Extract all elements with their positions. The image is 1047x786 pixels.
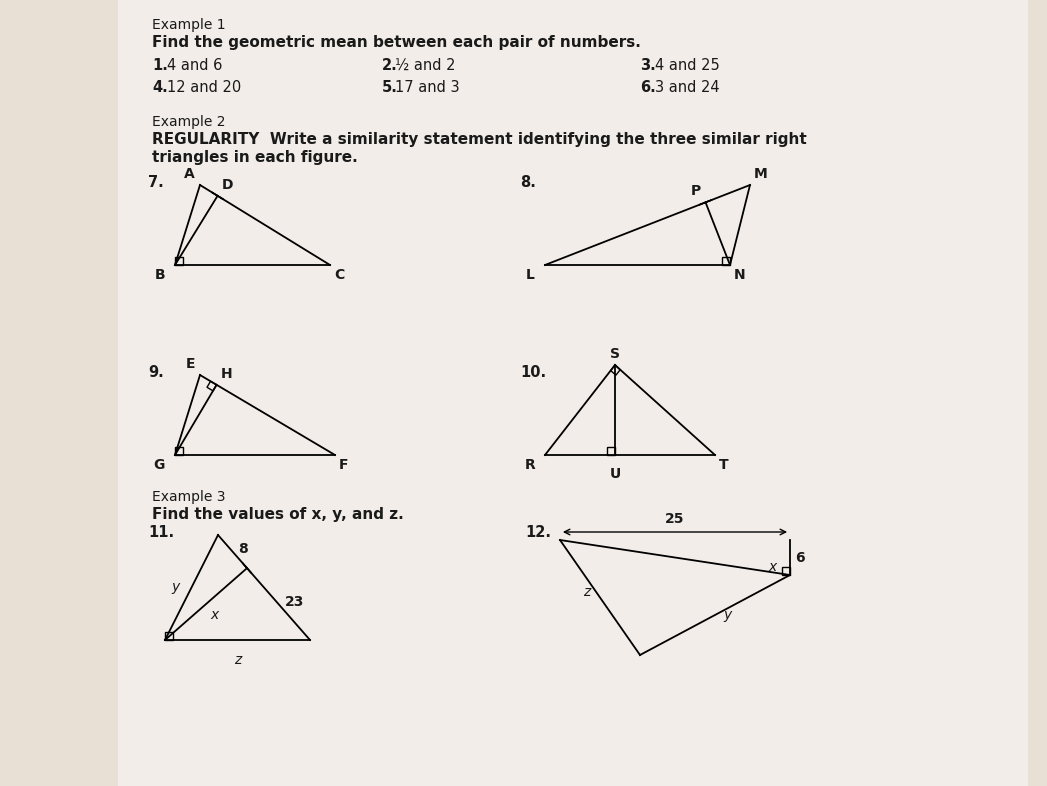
- Text: B: B: [154, 268, 165, 282]
- Text: 17 and 3: 17 and 3: [395, 80, 460, 95]
- Text: 3 and 24: 3 and 24: [655, 80, 719, 95]
- Text: 8.: 8.: [520, 175, 536, 190]
- Text: REGULARITY  Write a similarity statement identifying the three similar right: REGULARITY Write a similarity statement …: [152, 132, 807, 147]
- Text: z: z: [233, 653, 241, 667]
- Text: y: y: [172, 581, 179, 594]
- Text: 4.: 4.: [152, 80, 168, 95]
- Text: S: S: [610, 347, 620, 361]
- Text: N: N: [734, 268, 745, 282]
- Text: G: G: [154, 458, 165, 472]
- Text: Example 2: Example 2: [152, 115, 225, 129]
- Text: 4 and 25: 4 and 25: [655, 58, 719, 73]
- Text: E: E: [185, 357, 195, 371]
- Text: Example 3: Example 3: [152, 490, 225, 504]
- Text: R: R: [525, 458, 535, 472]
- Text: x: x: [210, 608, 218, 622]
- Text: 3.: 3.: [640, 58, 655, 73]
- Text: 6: 6: [795, 550, 805, 564]
- Text: Example 1: Example 1: [152, 18, 225, 32]
- Text: 12 and 20: 12 and 20: [168, 80, 241, 95]
- Text: U: U: [609, 467, 621, 481]
- Text: triangles in each figure.: triangles in each figure.: [152, 150, 358, 165]
- Text: 10.: 10.: [520, 365, 547, 380]
- Text: 2.: 2.: [382, 58, 398, 73]
- Text: D: D: [222, 178, 233, 192]
- Text: 4 and 6: 4 and 6: [168, 58, 222, 73]
- Text: F: F: [339, 458, 349, 472]
- Text: C: C: [334, 268, 344, 282]
- Text: 12.: 12.: [525, 525, 551, 540]
- Text: 11.: 11.: [148, 525, 174, 540]
- Text: ½ and 2: ½ and 2: [395, 58, 455, 73]
- Text: Find the geometric mean between each pair of numbers.: Find the geometric mean between each pai…: [152, 35, 641, 50]
- Text: z: z: [583, 586, 591, 600]
- Text: M: M: [754, 167, 767, 181]
- Text: 7.: 7.: [148, 175, 163, 190]
- Text: 8: 8: [239, 542, 248, 556]
- Text: Find the values of x, y, and z.: Find the values of x, y, and z.: [152, 507, 404, 522]
- Text: 9.: 9.: [148, 365, 163, 380]
- Text: 23: 23: [285, 595, 304, 609]
- Text: A: A: [184, 167, 195, 181]
- Text: 1.: 1.: [152, 58, 168, 73]
- Text: y: y: [723, 608, 731, 622]
- Text: L: L: [527, 268, 535, 282]
- Text: 6.: 6.: [640, 80, 655, 95]
- Text: 25: 25: [665, 512, 685, 526]
- Bar: [118, 0, 1028, 786]
- Text: H: H: [221, 367, 232, 381]
- Text: x: x: [767, 560, 776, 574]
- Text: 5.: 5.: [382, 80, 398, 95]
- Text: T: T: [719, 458, 729, 472]
- Text: P: P: [690, 185, 700, 198]
